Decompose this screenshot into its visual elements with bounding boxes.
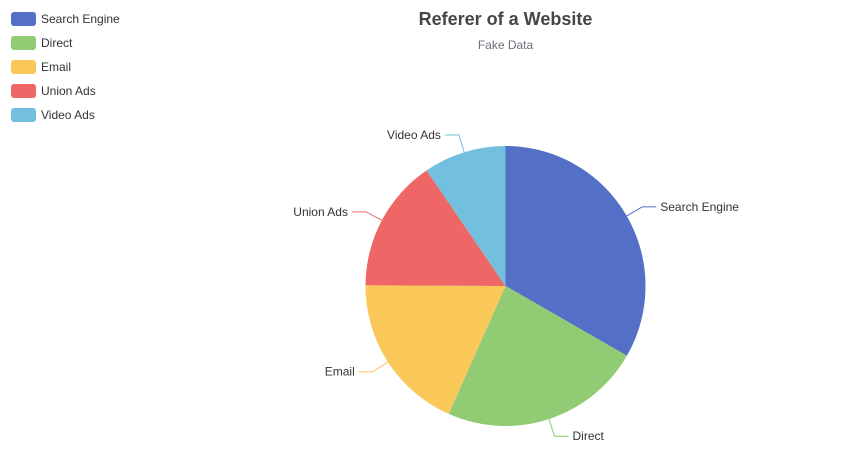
legend-swatch	[11, 60, 36, 74]
legend-label: Email	[41, 60, 71, 74]
slice-label-union-ads: Union Ads	[293, 205, 348, 219]
chart-subtitle: Fake Data	[478, 38, 534, 52]
slice-label-email: Email	[325, 365, 355, 379]
chart-title: Referer of a Website	[419, 9, 593, 29]
pie-slice-video-ads[interactable]	[426, 146, 506, 286]
legend-label: Direct	[41, 36, 73, 50]
label-line-video-ads	[444, 134, 465, 153]
label-line-direct	[548, 418, 569, 437]
legend-swatch	[11, 12, 36, 26]
label-line-email	[358, 361, 389, 373]
slice-label-video-ads: Video Ads	[387, 128, 441, 142]
legend-swatch	[11, 84, 36, 98]
legend-label: Video Ads	[41, 108, 95, 122]
label-line-search-engine	[626, 206, 657, 217]
legend-item-video-ads[interactable]: Video Ads	[11, 108, 95, 122]
pie-slices	[365, 146, 646, 427]
legend-item-email[interactable]: Email	[11, 60, 71, 74]
legend-item-union-ads[interactable]: Union Ads	[11, 84, 96, 98]
pie-slice-union-ads[interactable]	[365, 170, 506, 286]
legend-swatch	[11, 36, 36, 50]
legend-item-search-engine[interactable]: Search Engine	[11, 12, 120, 26]
label-line-union-ads	[351, 211, 383, 221]
pie-slice-email[interactable]	[365, 285, 506, 414]
pie-slice-search-engine[interactable]	[505, 146, 646, 356]
legend-item-direct[interactable]: Direct	[11, 36, 73, 50]
pie-slice-direct[interactable]	[448, 286, 627, 427]
legend[interactable]: Search Engine Direct Email Union Ads Video A…	[11, 12, 120, 122]
legend-label: Search Engine	[41, 12, 120, 26]
legend-label: Union Ads	[41, 84, 96, 98]
slice-label-search-engine: Search Engine	[660, 200, 739, 214]
slice-labels: Search Engine Direct Email Union Ads Video A…	[293, 128, 739, 443]
legend-swatch	[11, 108, 36, 122]
slice-label-direct: Direct	[573, 429, 605, 443]
